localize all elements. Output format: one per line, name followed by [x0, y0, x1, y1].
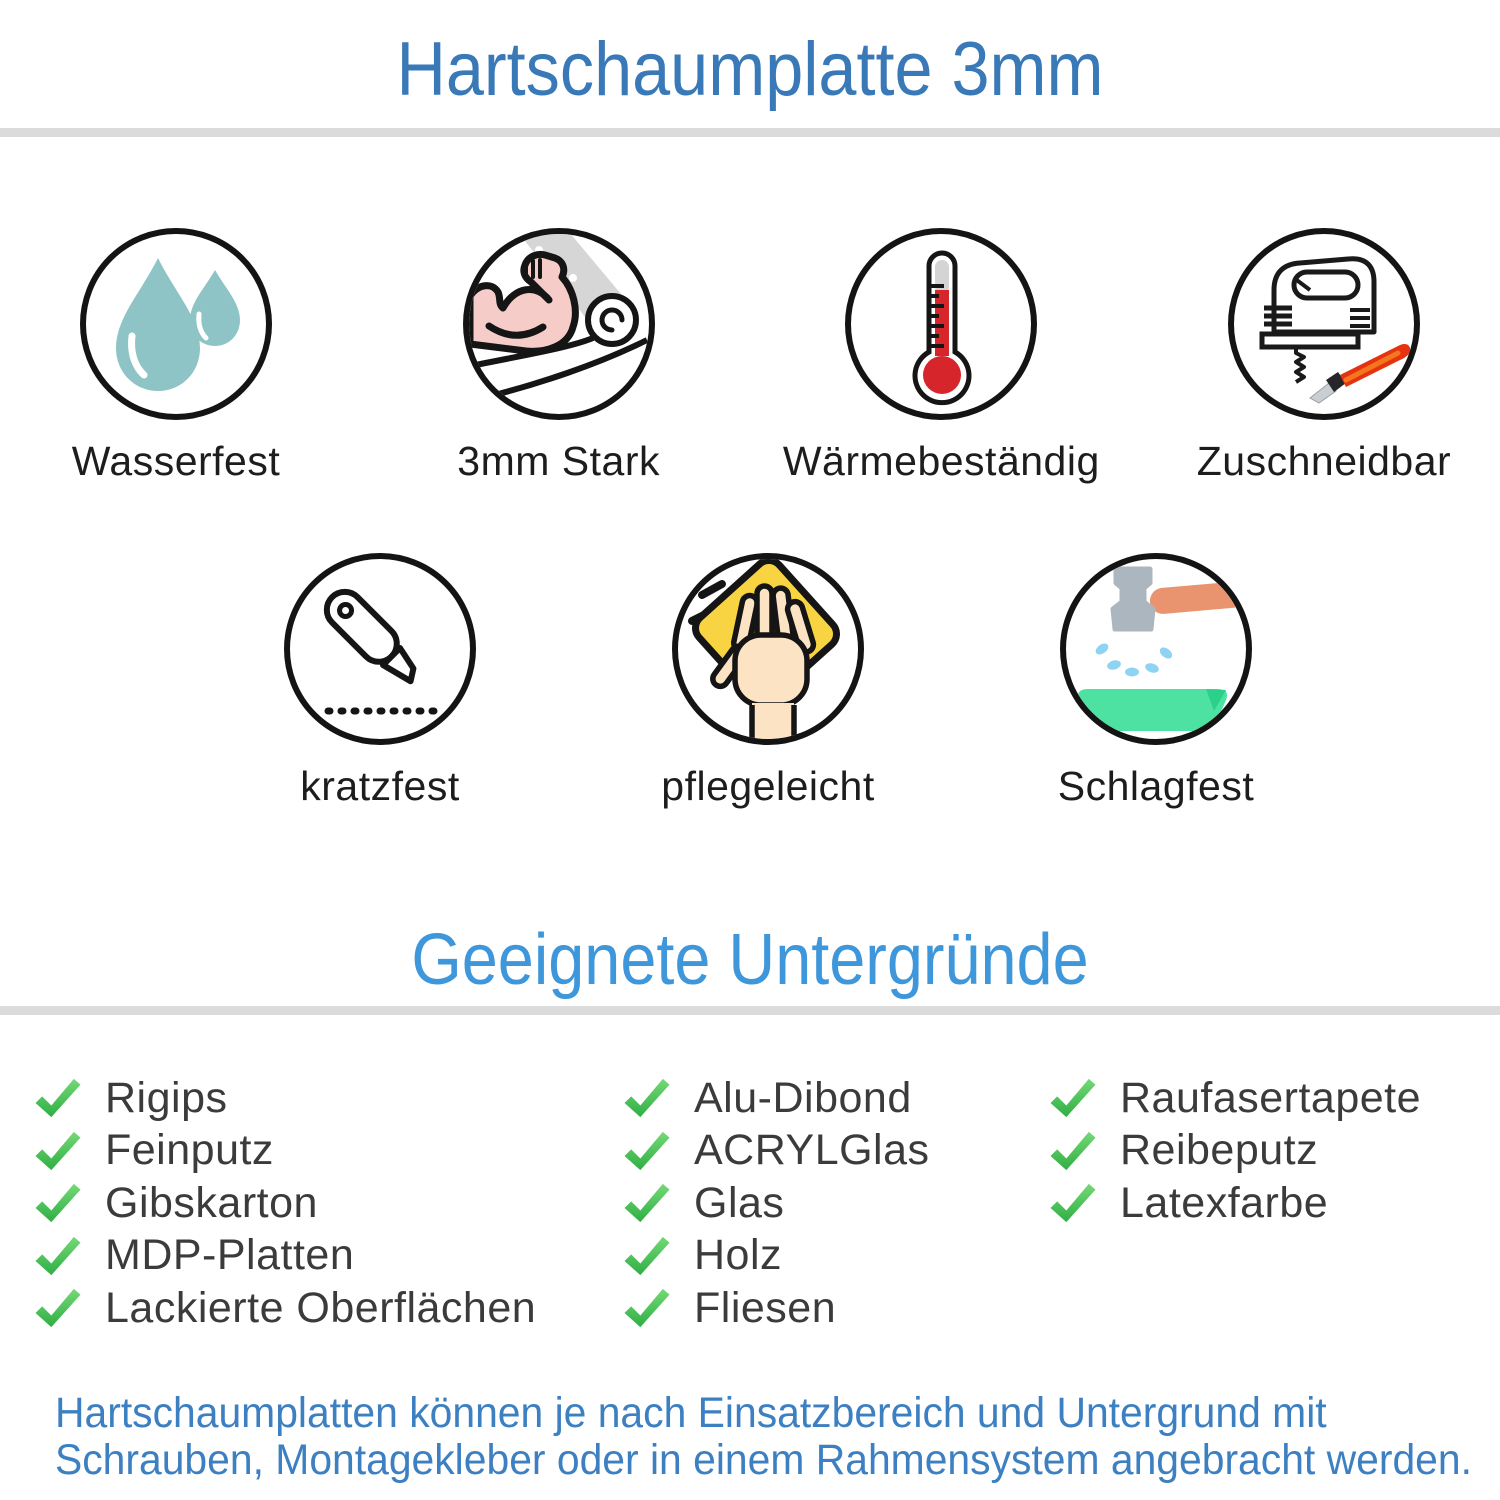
icon-circle [284, 553, 476, 745]
list-item: Lackierte Oberflächen [33, 1282, 536, 1335]
feature-row-1: Wasserfest 3mm Stark [0, 228, 1500, 485]
substrate-label: ACRYLGlas [694, 1126, 930, 1175]
check-icon [35, 1184, 81, 1223]
substrate-label: Raufasertapete [1120, 1073, 1422, 1122]
icon-circle [1060, 553, 1252, 745]
list-item: Glas [622, 1177, 930, 1230]
feature-label: Schlagfest [1057, 763, 1255, 809]
check-icon [624, 1079, 670, 1118]
substrate-label: Alu-Dibond [694, 1073, 912, 1122]
list-item: Raufasertapete [1048, 1072, 1421, 1125]
substrate-label: Latexfarbe [1120, 1178, 1329, 1227]
list-item: Holz [622, 1230, 930, 1283]
muscle-arm-icon [468, 234, 648, 401]
thermometer-icon [912, 250, 972, 406]
list-item: Fliesen [622, 1282, 930, 1335]
divider-top [0, 128, 1500, 137]
feature-kratzfest: kratzfest [224, 553, 536, 810]
feature-label: 3mm Stark [457, 438, 660, 484]
substrate-label: Glas [694, 1178, 785, 1227]
substrate-column-1: Rigips Feinputz Gibskarton MDP-Platten L… [33, 1072, 536, 1335]
hammer-icon [1077, 566, 1246, 731]
mounting-note: Hartschaumplatten können je nach Einsatz… [55, 1390, 1472, 1484]
feature-3mm-stark: 3mm Stark [403, 228, 715, 485]
substrate-label: Fliesen [694, 1283, 837, 1332]
check-icon [1050, 1184, 1096, 1223]
substrate-column-3: Raufasertapete Reibeputz Latexfarbe [1048, 1072, 1421, 1230]
check-icon [1050, 1079, 1096, 1118]
substrate-column-2: Alu-Dibond ACRYLGlas Glas Holz Fliesen [622, 1072, 930, 1335]
cleaning-hand-icon [688, 559, 840, 739]
check-icon [35, 1289, 81, 1328]
list-item: Latexfarbe [1048, 1177, 1421, 1230]
substrate-label: Holz [694, 1231, 783, 1280]
feature-schlagfest: Schlagfest [1000, 553, 1312, 810]
water-drops-icon [116, 258, 240, 391]
list-item: Feinputz [33, 1125, 536, 1178]
mounting-note-line: Hartschaumplatten können je nach Einsatz… [55, 1389, 1327, 1437]
utility-knife-icon [323, 588, 440, 715]
substrate-label: Feinputz [105, 1126, 274, 1175]
list-item: Gibskarton [33, 1177, 536, 1230]
substrate-label: MDP-Platten [105, 1231, 355, 1280]
substrate-label: Rigips [105, 1073, 228, 1122]
feature-pflegeleicht: pflegeleicht [612, 553, 924, 810]
check-icon [624, 1289, 670, 1328]
feature-label: Zuschneidbar [1196, 438, 1452, 484]
substrate-label: Lackierte Oberflächen [105, 1283, 537, 1332]
check-icon [624, 1236, 670, 1275]
check-icon [35, 1236, 81, 1275]
icon-circle [1227, 228, 1420, 420]
list-item: Reibeputz [1048, 1125, 1421, 1178]
icon-circle [672, 553, 864, 745]
check-icon [624, 1131, 670, 1170]
list-item: ACRYLGlas [622, 1125, 930, 1178]
list-item: MDP-Platten [33, 1230, 536, 1283]
section-title: Geeignete Untergründe [411, 920, 1089, 1000]
feature-waermebestaendig: Wärmebeständig [782, 228, 1100, 485]
check-icon [624, 1184, 670, 1223]
feature-label: kratzfest [300, 763, 460, 809]
feature-wasserfest: Wasserfest [20, 228, 332, 485]
feature-zuschneidbar: Zuschneidbar [1168, 228, 1480, 485]
substrate-label: Gibskarton [105, 1178, 318, 1227]
substrate-label: Reibeputz [1120, 1126, 1319, 1175]
feature-row-2: kratzfest [0, 553, 1500, 810]
mounting-note-line: Schrauben, Montagekleber oder in einem R… [55, 1436, 1472, 1484]
check-icon [1050, 1131, 1096, 1170]
page-title: Hartschaumplatte 3mm [396, 27, 1104, 112]
list-item: Alu-Dibond [622, 1072, 930, 1125]
jigsaw-knife-icon [1259, 256, 1411, 404]
icon-circle [845, 228, 1038, 420]
divider-middle [0, 1006, 1500, 1015]
check-icon [35, 1079, 81, 1118]
icon-circle [80, 228, 272, 420]
feature-label: Wasserfest [71, 438, 281, 484]
icon-circle [462, 228, 655, 420]
feature-label: Wärmebeständig [782, 438, 1100, 484]
list-item: Rigips [33, 1072, 536, 1125]
check-icon [35, 1131, 81, 1170]
feature-label: pflegeleicht [661, 763, 875, 809]
